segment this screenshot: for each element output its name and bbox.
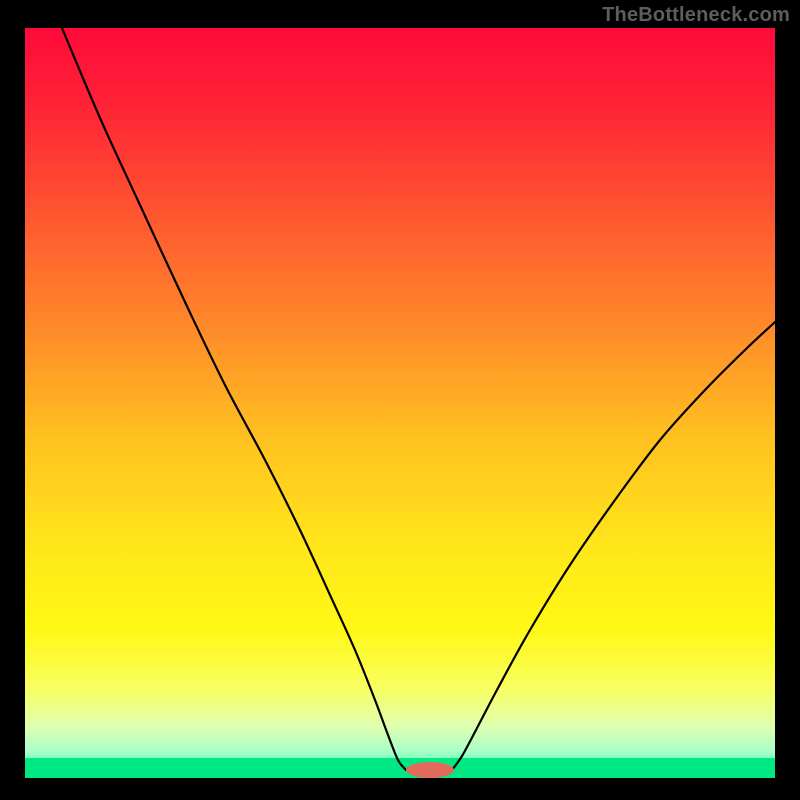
gradient-background <box>25 28 775 778</box>
stage: TheBottleneck.com <box>0 0 800 800</box>
watermark-text: TheBottleneck.com <box>602 4 790 27</box>
minimum-marker <box>406 762 454 778</box>
green-minimum-band <box>25 758 775 778</box>
chart-svg <box>0 0 800 800</box>
